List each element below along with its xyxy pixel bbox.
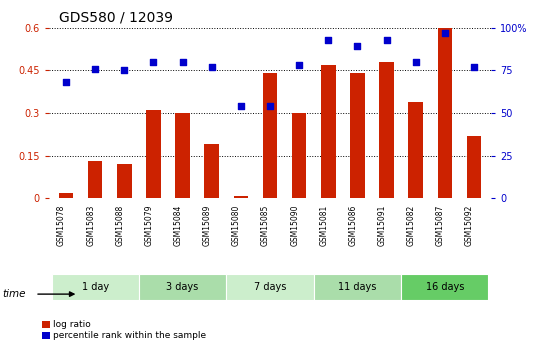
Text: GSM15080: GSM15080 (232, 205, 241, 246)
Point (324, 37, 333, 42)
Point (178, 59, 187, 65)
Text: 16 days: 16 days (426, 282, 464, 292)
Point (237, 104, 245, 109)
Bar (467, 136, 481, 198)
Bar (146, 110, 161, 198)
Bar (176, 113, 190, 198)
Text: GSM15085: GSM15085 (261, 205, 270, 246)
Text: GSM15082: GSM15082 (407, 205, 416, 246)
Bar (226, 274, 314, 300)
Point (470, 64, 478, 70)
Text: GSM15086: GSM15086 (348, 205, 357, 246)
Bar (117, 164, 132, 198)
Point (62, 79, 70, 85)
Point (441, 30, 449, 36)
Point (120, 68, 129, 73)
Text: GSM15089: GSM15089 (202, 205, 212, 246)
Bar (205, 144, 219, 198)
Text: GSM15092: GSM15092 (465, 205, 474, 246)
Text: GSM15088: GSM15088 (116, 205, 124, 246)
Bar (401, 274, 489, 300)
Text: 7 days: 7 days (254, 282, 286, 292)
Text: time: time (3, 289, 26, 299)
Bar (292, 113, 306, 198)
Bar (408, 101, 423, 198)
Point (266, 104, 274, 109)
Bar (314, 274, 401, 300)
Text: GSM15081: GSM15081 (319, 205, 328, 246)
Bar (51, 274, 139, 300)
Bar (321, 65, 335, 198)
Text: GSM15079: GSM15079 (145, 205, 153, 246)
Point (353, 43, 362, 49)
Text: GSM15083: GSM15083 (86, 205, 95, 246)
Bar (437, 28, 452, 198)
Point (382, 37, 391, 42)
Text: GDS580 / 12039: GDS580 / 12039 (59, 10, 173, 24)
Text: 3 days: 3 days (166, 282, 199, 292)
Text: GSM15087: GSM15087 (436, 205, 445, 246)
Bar (234, 196, 248, 198)
Point (411, 59, 420, 65)
Point (91, 66, 99, 71)
Point (149, 59, 158, 65)
Text: 1 day: 1 day (82, 282, 109, 292)
Point (207, 64, 216, 70)
Text: 11 days: 11 days (338, 282, 376, 292)
Bar (88, 161, 103, 198)
Point (295, 62, 303, 68)
Text: GSM15090: GSM15090 (290, 205, 299, 246)
Legend: log ratio, percentile rank within the sample: log ratio, percentile rank within the sa… (42, 320, 206, 341)
Text: GSM15078: GSM15078 (57, 205, 66, 246)
Bar (139, 274, 226, 300)
Bar (379, 62, 394, 198)
Text: GSM15091: GSM15091 (377, 205, 387, 246)
Text: GSM15084: GSM15084 (173, 205, 183, 246)
Bar (263, 73, 277, 198)
Bar (350, 73, 364, 198)
Bar (59, 193, 73, 198)
